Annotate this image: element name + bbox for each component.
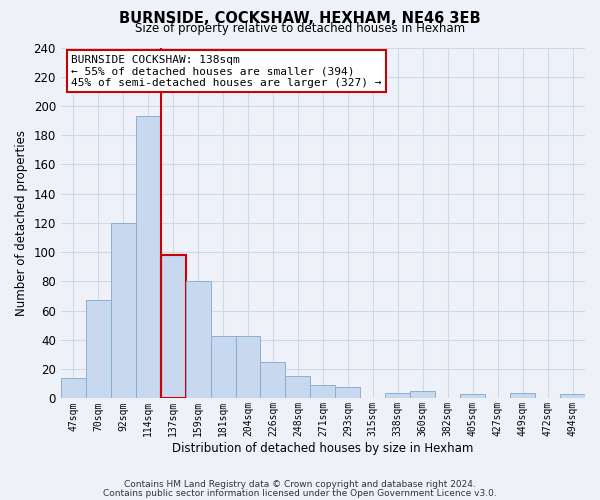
Bar	[86, 300, 111, 398]
X-axis label: Distribution of detached houses by size in Hexham: Distribution of detached houses by size …	[172, 442, 473, 455]
Bar	[61, 378, 86, 398]
Bar	[560, 394, 585, 398]
Bar	[236, 336, 260, 398]
Text: BURNSIDE COCKSHAW: 138sqm
← 55% of detached houses are smaller (394)
45% of semi: BURNSIDE COCKSHAW: 138sqm ← 55% of detac…	[71, 54, 382, 88]
Bar	[460, 394, 485, 398]
Bar	[410, 391, 435, 398]
Bar	[335, 386, 361, 398]
Bar	[385, 392, 410, 398]
Bar	[161, 255, 185, 398]
Bar	[111, 223, 136, 398]
Bar	[185, 282, 211, 399]
Bar	[286, 376, 310, 398]
Y-axis label: Number of detached properties: Number of detached properties	[15, 130, 28, 316]
Text: Contains HM Land Registry data © Crown copyright and database right 2024.: Contains HM Land Registry data © Crown c…	[124, 480, 476, 489]
Bar	[136, 116, 161, 399]
Text: Size of property relative to detached houses in Hexham: Size of property relative to detached ho…	[135, 22, 465, 35]
Text: BURNSIDE, COCKSHAW, HEXHAM, NE46 3EB: BURNSIDE, COCKSHAW, HEXHAM, NE46 3EB	[119, 11, 481, 26]
Bar	[510, 392, 535, 398]
Bar	[310, 386, 335, 398]
Bar	[211, 336, 236, 398]
Bar	[260, 362, 286, 399]
Text: Contains public sector information licensed under the Open Government Licence v3: Contains public sector information licen…	[103, 488, 497, 498]
